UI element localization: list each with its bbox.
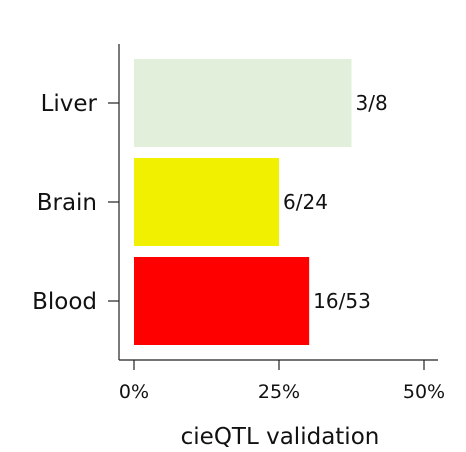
x-ticks-group: 0% 25% 50% [119, 360, 445, 403]
bar-liver [134, 59, 352, 147]
data-label-liver: 3/8 [356, 91, 388, 115]
bar-blood [134, 257, 310, 345]
y-ticks-group: Liver Brain Blood [32, 91, 119, 315]
x-axis-title: cieQTL validation [181, 424, 380, 450]
data-label-brain: 6/24 [283, 190, 328, 214]
x-tick-label-0: 0% [119, 381, 149, 403]
x-tick-label-50: 50% [403, 381, 445, 403]
category-label-brain: Brain [37, 190, 97, 216]
category-label-blood: Blood [32, 289, 97, 315]
x-tick-label-25: 25% [258, 381, 300, 403]
bars-group [134, 59, 352, 345]
data-label-blood: 16/53 [313, 289, 371, 313]
category-label-liver: Liver [41, 91, 98, 117]
bar-brain [134, 158, 279, 246]
data-labels-group: 3/8 6/24 16/53 [283, 91, 388, 313]
